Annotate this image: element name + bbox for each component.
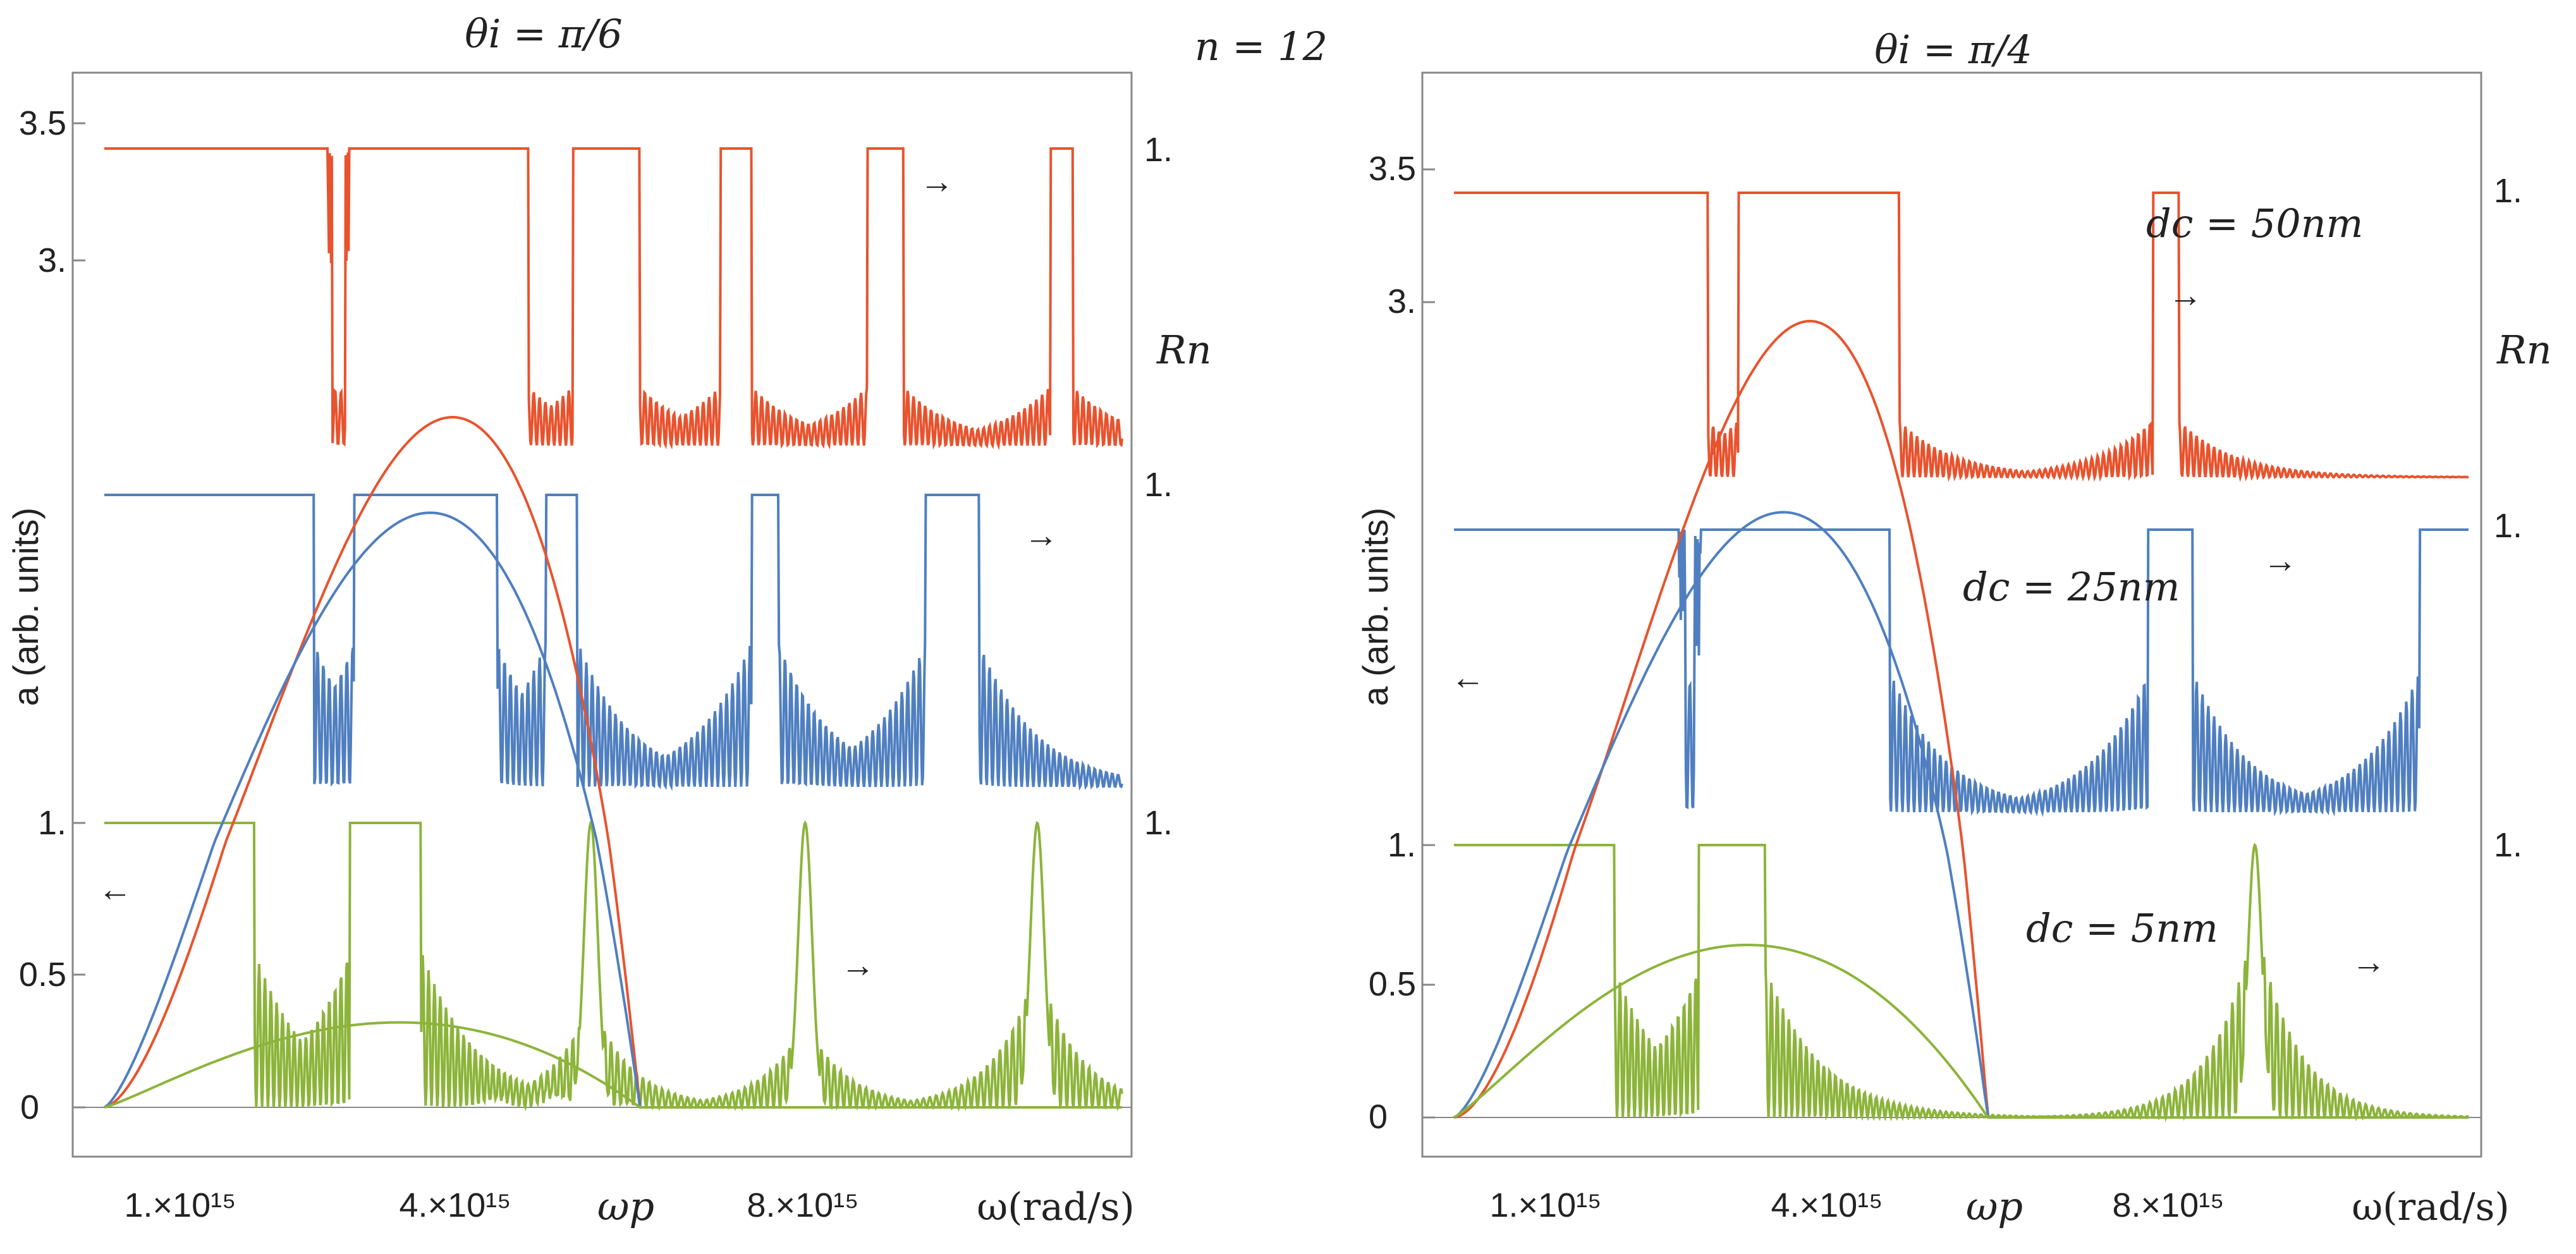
left-rtick-red: 1.: [1144, 131, 1173, 169]
left-y-axis-label: a (arb. units): [6, 508, 46, 706]
left-blue-arrow: →: [1024, 516, 1058, 554]
right-xtick-4e15: 4.×10¹⁵: [1771, 1186, 1883, 1224]
right-y-axis-label: a (arb. units): [1355, 508, 1395, 706]
left-ytick-3: 3.: [38, 241, 66, 279]
right-xtick-omega-p: ωp: [1966, 1183, 2023, 1229]
left-ytick-1: 1.: [38, 804, 66, 842]
right-ytick-0-5: 0.5: [1369, 965, 1416, 1003]
left-rtick-blue: 1.: [1144, 466, 1173, 504]
right-dc5-label: dc = 5nm: [2026, 905, 2218, 951]
right-green-arrow: →: [2352, 943, 2386, 981]
left-reflectance-blue: [104, 494, 1123, 791]
left-red-arrow: →: [920, 162, 954, 200]
left-panel-title: θi = π/6: [465, 11, 623, 57]
right-absorption-red: [1453, 319, 2469, 1119]
left-curves: [103, 147, 1123, 1112]
right-rtick-green: 1.: [2494, 826, 2522, 864]
right-absorption-blue: [1453, 511, 2469, 1119]
left-xtick-1e15: 1.×10¹⁵: [124, 1186, 236, 1224]
right-ytick-1: 1.: [1388, 826, 1416, 864]
left-green-arrow: →: [841, 946, 875, 984]
right-xtick-8e15: 8.×10¹⁵: [2112, 1186, 2224, 1224]
figure-title: n = 12: [1195, 23, 1328, 70]
left-ytick-0-5: 0.5: [19, 956, 66, 994]
right-plot-frame: [1421, 71, 2482, 1158]
left-xtick-omega-p: ωp: [597, 1183, 654, 1229]
right-absorption-arrow: ←: [1451, 659, 1485, 697]
right-right-axis-label: Rn: [2496, 327, 2552, 373]
right-ytick-3: 3.: [1388, 283, 1416, 320]
right-reflectance-blue: [1454, 528, 2469, 817]
right-rtick-red: 1.: [2494, 172, 2522, 210]
right-dc50-label: dc = 50nm: [2146, 200, 2363, 247]
left-chart: 0 0.5 1. 3. 3.5 1. 1. 1. Rn 1.×10¹⁵ 4.×1…: [6, 71, 1212, 1229]
left-ytick-0: 0: [20, 1088, 39, 1126]
left-rtick-green: 1.: [1144, 804, 1173, 842]
right-rtick-blue: 1.: [2494, 507, 2522, 545]
right-absorption-green: [1453, 944, 2469, 1119]
left-reflectance-red: [104, 147, 1123, 451]
right-x-axis-label: ω(rad/s): [2352, 1185, 2510, 1229]
right-ytick-0: 0: [1369, 1098, 1388, 1136]
left-plot-frame: [71, 71, 1133, 1158]
right-xtick-1e15: 1.×10¹⁵: [1489, 1186, 1601, 1224]
right-dc25-label: dc = 25nm: [1963, 564, 2180, 610]
right-reflectance-red: [1454, 192, 2469, 482]
left-absorption-green: [104, 1021, 1122, 1109]
right-curves: [1453, 192, 2469, 1123]
left-xtick-4e15: 4.×10¹⁵: [399, 1186, 511, 1224]
left-absorption-arrow: ←: [98, 870, 132, 908]
left-x-axis-label: ω(rad/s): [977, 1185, 1135, 1229]
right-chart: 0 0.5 1. 3. 3.5 1. 1. 1. Rn 1.×10¹⁵ 4.×1…: [1355, 71, 2552, 1229]
left-xtick-8e15: 8.×10¹⁵: [747, 1186, 858, 1224]
right-reflectance-green: [1454, 843, 2469, 1123]
left-right-axis-label: Rn: [1156, 327, 1212, 373]
right-ytick-3-5: 3.5: [1369, 150, 1416, 188]
left-ytick-3-5: 3.5: [19, 104, 66, 142]
right-blue-arrow: →: [2263, 542, 2297, 580]
right-panel-title: θi = π/4: [1874, 27, 2032, 73]
right-red-arrow: →: [2168, 276, 2202, 314]
